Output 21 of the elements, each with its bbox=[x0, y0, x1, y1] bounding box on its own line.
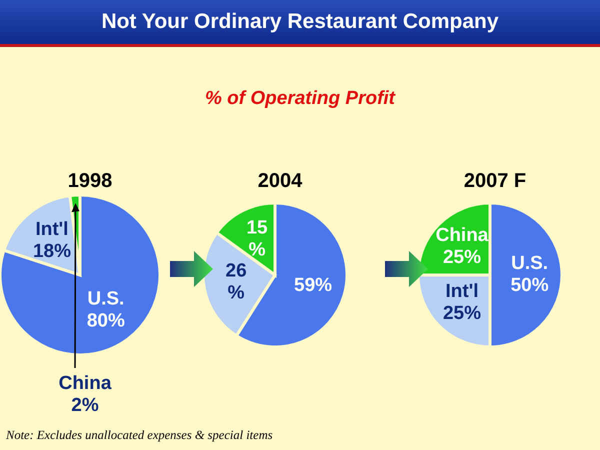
slice-label: China bbox=[436, 225, 489, 246]
text: % of Operating Profit bbox=[204, 88, 396, 110]
data-label: 26 % bbox=[226, 260, 247, 304]
data-label: 25% bbox=[442, 303, 482, 324]
data-label: 18% bbox=[32, 241, 72, 262]
chart-title: 2004 bbox=[256, 170, 304, 193]
slice-label: Int'l bbox=[35, 219, 68, 240]
data-label: 50% bbox=[510, 275, 549, 296]
slice-label: Int'l bbox=[445, 281, 479, 302]
slice-label: U.S. bbox=[511, 253, 548, 274]
data-label: 80% bbox=[86, 310, 125, 332]
data-label: 15 % bbox=[246, 218, 268, 261]
slice-label: U.S. bbox=[87, 288, 124, 310]
chart-title: 1998 bbox=[66, 170, 114, 193]
data-label: 25% bbox=[442, 247, 482, 268]
slice-label: China bbox=[58, 373, 112, 394]
text: Not Your Ordinary Restaurant Company bbox=[0, 0, 600, 47]
data-label: 2% bbox=[71, 395, 99, 416]
data-label: 59% bbox=[294, 275, 332, 296]
text: Note: Excludes unallocated expenses & special items bbox=[6, 428, 273, 443]
chart-title: 2007 F bbox=[462, 170, 528, 193]
